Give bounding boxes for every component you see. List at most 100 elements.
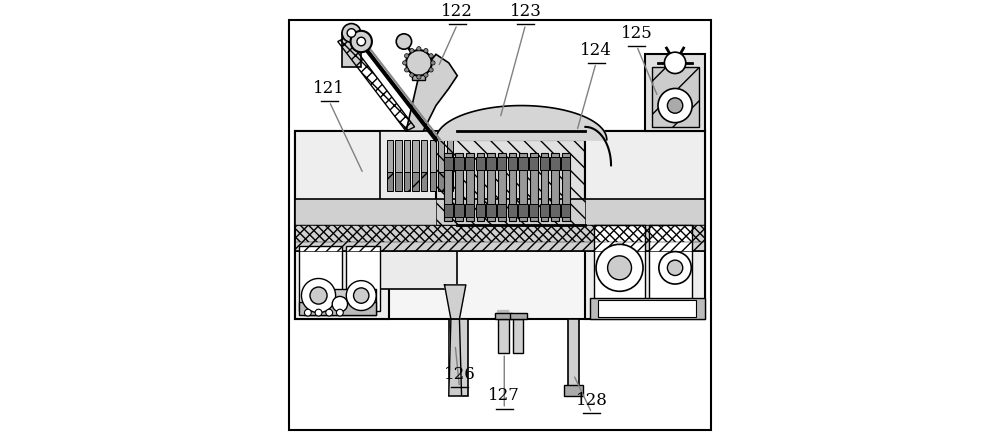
Bar	[540, 157, 549, 169]
Circle shape	[357, 37, 365, 46]
Bar	[550, 157, 560, 169]
Bar	[380, 131, 457, 289]
Bar	[510, 313, 527, 319]
Bar	[447, 172, 453, 191]
Circle shape	[424, 73, 428, 77]
Bar	[564, 385, 583, 396]
Circle shape	[417, 47, 421, 51]
Bar	[465, 204, 474, 216]
Text: 127: 127	[488, 388, 520, 404]
Bar	[568, 319, 579, 396]
Bar	[430, 140, 436, 174]
Circle shape	[347, 29, 356, 37]
Bar	[438, 172, 444, 191]
Text: 121: 121	[313, 80, 345, 97]
Circle shape	[431, 61, 435, 65]
Bar	[594, 225, 645, 311]
Circle shape	[354, 288, 369, 303]
Circle shape	[667, 98, 683, 113]
Bar	[404, 140, 410, 174]
Circle shape	[410, 48, 414, 53]
Bar	[519, 153, 527, 221]
Bar	[455, 153, 463, 221]
Bar	[551, 153, 559, 221]
Bar	[476, 204, 485, 216]
Bar	[436, 140, 585, 225]
Bar	[304, 289, 376, 315]
Bar	[465, 157, 474, 169]
Bar	[412, 140, 419, 174]
Bar	[508, 157, 517, 169]
Bar	[529, 204, 538, 216]
Circle shape	[424, 48, 428, 53]
Circle shape	[406, 50, 432, 76]
Circle shape	[429, 54, 433, 58]
Bar	[436, 140, 585, 225]
Circle shape	[405, 68, 409, 72]
Bar	[509, 153, 516, 221]
Bar	[346, 246, 380, 311]
Text: 128: 128	[576, 392, 608, 409]
Polygon shape	[444, 285, 466, 319]
Polygon shape	[406, 54, 457, 131]
Bar	[497, 157, 506, 169]
Bar	[421, 140, 427, 174]
Bar	[466, 153, 474, 221]
Text: 125: 125	[621, 25, 653, 41]
Bar	[541, 153, 548, 221]
Bar	[454, 204, 464, 216]
Bar	[529, 157, 538, 169]
Circle shape	[346, 281, 376, 311]
Bar	[430, 172, 436, 191]
Bar	[495, 313, 512, 319]
Bar	[561, 204, 570, 216]
Bar	[295, 225, 705, 251]
Bar	[477, 153, 484, 221]
Circle shape	[315, 309, 322, 316]
Bar	[508, 204, 517, 216]
Bar	[590, 298, 705, 319]
Bar	[498, 153, 506, 221]
Bar	[598, 300, 696, 317]
Bar	[295, 199, 705, 251]
Bar	[487, 153, 495, 221]
Bar	[562, 153, 570, 221]
Text: 122: 122	[441, 3, 473, 20]
Polygon shape	[449, 319, 462, 396]
Bar	[404, 172, 410, 191]
Bar	[497, 204, 506, 216]
Circle shape	[332, 297, 348, 312]
Bar	[486, 157, 496, 169]
Bar	[449, 319, 468, 396]
Bar	[444, 153, 452, 221]
Bar	[444, 204, 453, 216]
Bar	[513, 319, 523, 353]
Bar	[530, 153, 538, 221]
Bar	[295, 225, 705, 242]
Polygon shape	[496, 311, 511, 319]
Bar	[295, 131, 389, 319]
Bar	[550, 204, 560, 216]
Bar	[295, 131, 705, 319]
Bar	[342, 33, 361, 67]
Bar	[652, 67, 699, 127]
Bar	[299, 302, 376, 315]
Circle shape	[664, 52, 686, 73]
Bar	[412, 172, 419, 191]
Bar	[518, 204, 528, 216]
Circle shape	[405, 54, 409, 58]
Bar	[395, 140, 402, 174]
Circle shape	[342, 24, 361, 42]
Circle shape	[659, 252, 691, 284]
Bar	[387, 140, 393, 174]
Bar	[486, 204, 496, 216]
Text: 124: 124	[580, 42, 612, 59]
Bar	[645, 54, 705, 131]
Bar	[476, 157, 485, 169]
Bar	[438, 140, 444, 174]
Circle shape	[403, 61, 407, 65]
Bar	[454, 157, 464, 169]
Circle shape	[667, 260, 683, 275]
Circle shape	[429, 68, 433, 72]
Circle shape	[608, 256, 632, 280]
